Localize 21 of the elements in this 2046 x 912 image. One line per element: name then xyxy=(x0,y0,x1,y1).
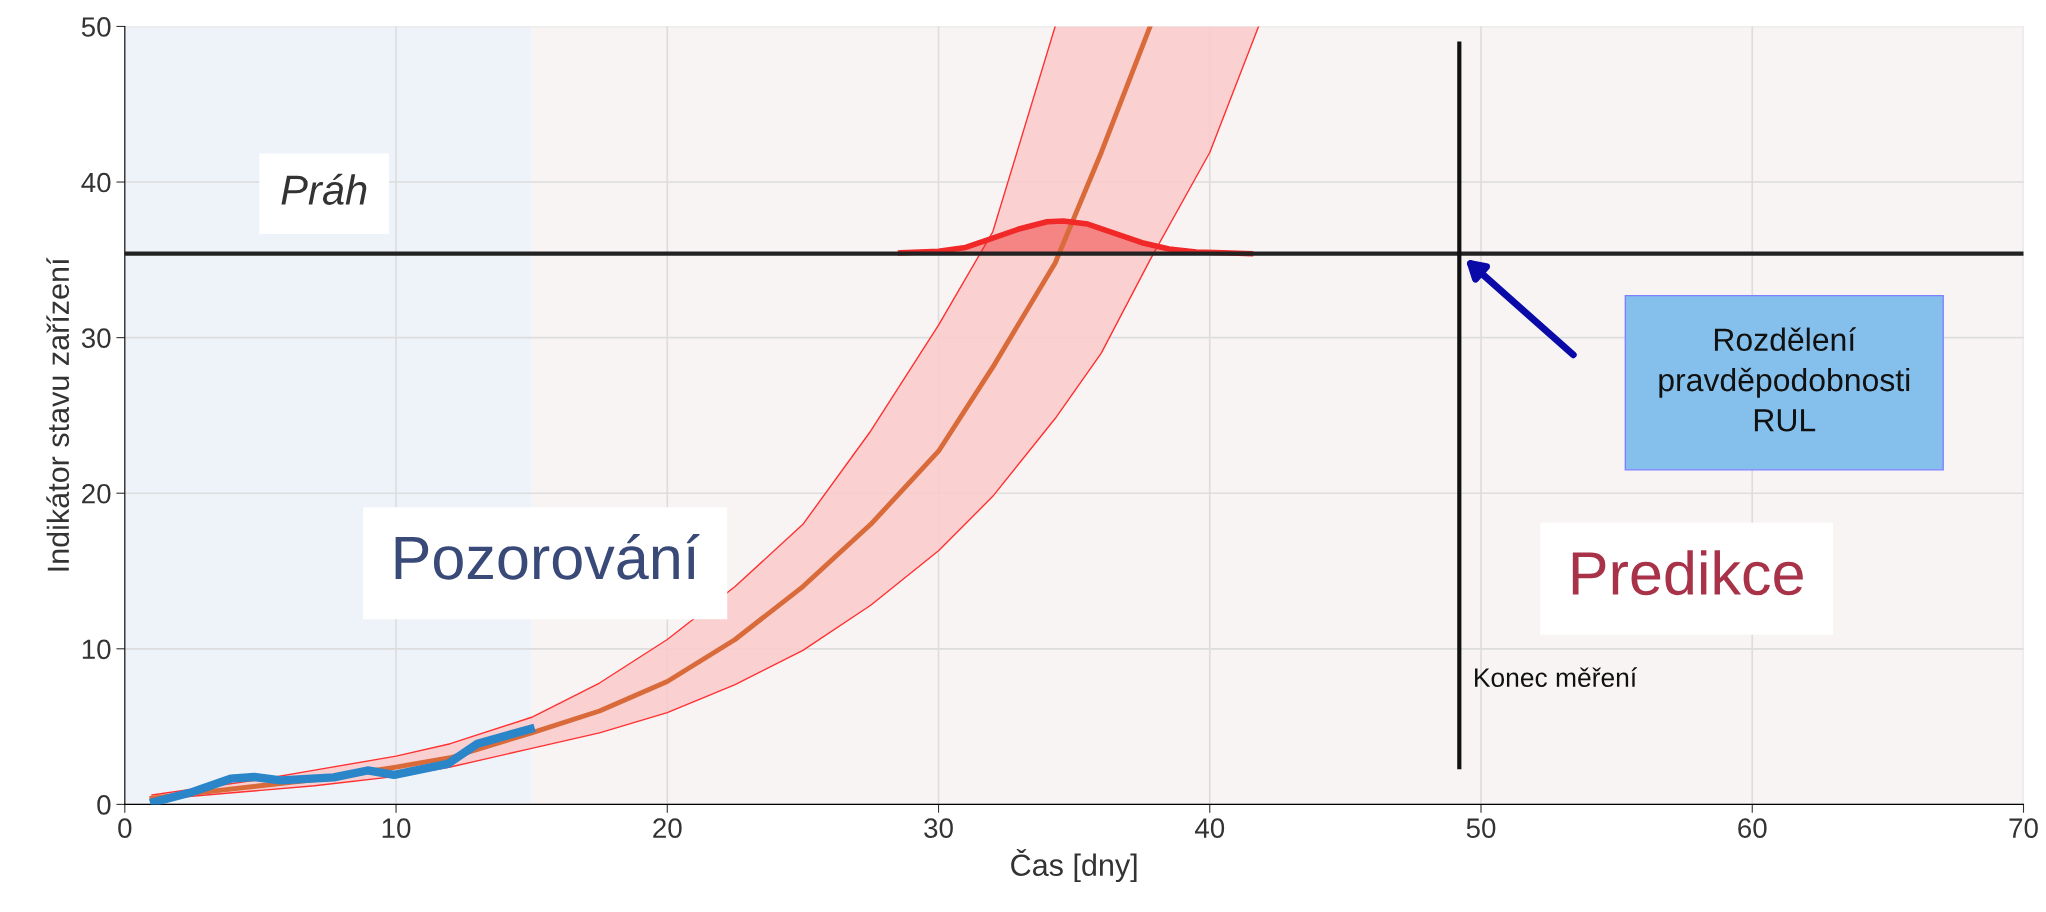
y-axis-title: Indikátor stavu zařízení xyxy=(46,257,70,571)
x-tick-label: 50 xyxy=(1466,818,1496,838)
y-tick-label: 0 xyxy=(97,795,111,815)
y-tick-label: 40 xyxy=(81,172,111,193)
annotation: Rozdělení pravděpodobnosti RUL xyxy=(1659,327,1910,432)
y-tick-label: 30 xyxy=(81,328,111,348)
x-tick-label: 60 xyxy=(1738,818,1767,838)
x-axis-title: Čas [dny] xyxy=(1011,849,1137,883)
y-tick-label: 50 xyxy=(81,17,111,37)
x-tick-label: 40 xyxy=(1194,818,1225,838)
band-label: Pozorování xyxy=(395,534,700,580)
band-label: Predikce xyxy=(1572,550,1803,596)
x-tick-label: 70 xyxy=(2009,818,2038,838)
x-tick-label: 0 xyxy=(118,818,132,838)
y-tick-label: 20 xyxy=(82,483,111,504)
x-tick-label: 20 xyxy=(653,818,682,838)
ref-line-label: Konec měření xyxy=(1475,667,1638,687)
x-tick-label: 30 xyxy=(924,818,953,838)
ref-line-label: Práh xyxy=(281,173,367,205)
x-tick-label: 10 xyxy=(382,818,411,838)
y-tick-label: 10 xyxy=(82,639,111,660)
